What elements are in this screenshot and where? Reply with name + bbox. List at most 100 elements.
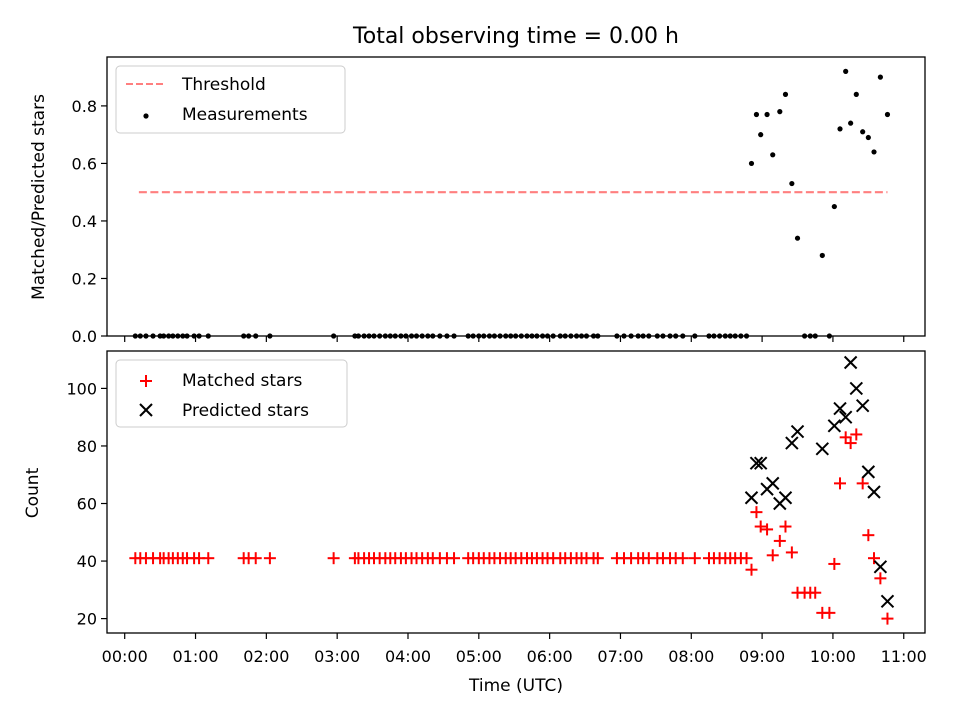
matched-star-point xyxy=(750,506,763,519)
matched-star-point xyxy=(202,552,215,565)
y-tick-label: 0.6 xyxy=(72,154,97,173)
matched-star-point xyxy=(448,552,461,565)
measurement-point xyxy=(837,126,843,132)
matched-star-point xyxy=(823,606,836,619)
x-tick-label: 10:00 xyxy=(810,647,856,666)
predicted-star-point xyxy=(790,424,805,439)
y-tick-label: 60 xyxy=(77,495,97,514)
matched-star-point xyxy=(761,523,774,536)
top-panel: Matched/Predicted stars 0.00.20.40.60.8 … xyxy=(29,56,926,346)
x-tick-label: 02:00 xyxy=(243,647,289,666)
figure-title: Total observing time = 0.00 h xyxy=(352,24,679,49)
predicted-star-point xyxy=(749,456,764,470)
predicted-star-point xyxy=(880,594,895,609)
bottom-plot-area xyxy=(129,355,895,625)
x-tick-label: 03:00 xyxy=(314,647,360,666)
bottom-x-axis-label: Time (UTC) xyxy=(468,676,563,696)
y-tick-label: 0.0 xyxy=(72,327,97,346)
predicted-star-point xyxy=(815,442,830,456)
matched-star-point xyxy=(828,557,841,570)
measurement-point xyxy=(843,68,849,74)
measurement-point xyxy=(877,74,883,80)
matched-star-point xyxy=(844,437,857,450)
measurement-point xyxy=(848,120,854,126)
predicted-star-point xyxy=(827,419,842,433)
x-tick-label: 01:00 xyxy=(172,647,218,666)
legend-matched-label: Matched stars xyxy=(182,371,302,391)
top-legend: Threshold Measurements xyxy=(115,65,346,134)
x-tick-label: 07:00 xyxy=(597,647,643,666)
y-tick-label: 40 xyxy=(77,552,97,571)
bottom-axes-frame xyxy=(106,350,926,634)
bottom-y-ticks: 20 40 60 80 100 xyxy=(66,379,107,629)
x-tick-label: 00:00 xyxy=(102,647,148,666)
matched-star-point xyxy=(874,572,887,585)
matched-star-point xyxy=(773,534,786,547)
matched-star-point xyxy=(868,552,881,565)
matched-star-point xyxy=(591,552,604,565)
measurement-point xyxy=(819,252,825,259)
x-tick-label: 05:00 xyxy=(456,647,502,666)
matched-star-point xyxy=(263,552,276,565)
matched-star-point xyxy=(881,612,894,625)
measurement-point xyxy=(794,235,801,241)
bottom-x-ticks: 00:00 01:00 02:00 03:00 04:00 05:00 06:00 07:00… xyxy=(102,633,927,666)
measurement-point xyxy=(853,91,859,97)
matched-star-point xyxy=(779,520,792,533)
predicted-star-point xyxy=(849,381,864,396)
legend-measurements-swatch xyxy=(143,113,149,119)
y-tick-label: 0.4 xyxy=(72,212,97,231)
measurement-point xyxy=(865,134,871,141)
legend-predicted-swatch xyxy=(139,403,153,417)
matched-star-point xyxy=(249,552,262,565)
predicted-star-point xyxy=(753,456,768,470)
predicted-star-point xyxy=(867,485,881,499)
x-tick-label: 08:00 xyxy=(668,647,714,666)
predicted-star-point xyxy=(861,465,876,479)
x-tick-label: 09:00 xyxy=(739,647,785,666)
y-tick-label: 0.8 xyxy=(72,97,97,116)
bottom-legend: Matched stars Predicted stars xyxy=(115,359,348,428)
predicted-star-point xyxy=(833,401,847,416)
matched-star-point xyxy=(740,552,753,565)
predicted-star-point xyxy=(785,436,799,450)
measurement-point xyxy=(789,180,795,187)
predicted-star-point xyxy=(744,491,759,505)
matched-star-point xyxy=(834,477,847,490)
measurement-point xyxy=(871,149,877,155)
measurement-point xyxy=(884,111,891,118)
predicted-star-point xyxy=(778,491,793,505)
legend-threshold-label: Threshold xyxy=(181,75,266,95)
top-legend-box xyxy=(115,65,346,134)
top-axes-frame xyxy=(106,56,926,337)
measurement-point xyxy=(782,91,789,97)
y-tick-label: 80 xyxy=(77,437,97,456)
y-tick-label: 0.2 xyxy=(72,269,97,288)
matched-star-point xyxy=(856,477,869,490)
x-tick-label: 06:00 xyxy=(527,647,573,666)
matched-star-point xyxy=(676,552,689,565)
y-tick-label: 20 xyxy=(77,610,97,629)
matched-star-point xyxy=(862,529,875,542)
predicted-star-point xyxy=(855,398,870,413)
predicted-star-point xyxy=(873,560,888,574)
predicted-star-point xyxy=(766,476,780,491)
measurement-point xyxy=(764,111,770,118)
x-tick-label: 11:00 xyxy=(881,647,927,666)
predicted-star-point xyxy=(843,355,858,370)
matched-star-point xyxy=(688,552,701,565)
matched-star-point xyxy=(850,428,863,441)
measurement-point xyxy=(770,152,776,158)
y-tick-label: 100 xyxy=(66,379,97,398)
measurement-point xyxy=(748,160,755,167)
top-y-axis-label: Matched/Predicted stars xyxy=(29,94,49,300)
matched-star-point xyxy=(745,563,758,576)
predicted-star-point xyxy=(838,410,853,424)
bottom-y-axis-label: Count xyxy=(23,467,43,518)
x-tick-label: 04:00 xyxy=(385,647,431,666)
legend-matched-swatch xyxy=(140,375,152,387)
top-y-ticks: 0.0 0.2 0.4 0.6 0.8 xyxy=(72,97,107,346)
matched-star-point xyxy=(766,549,779,562)
